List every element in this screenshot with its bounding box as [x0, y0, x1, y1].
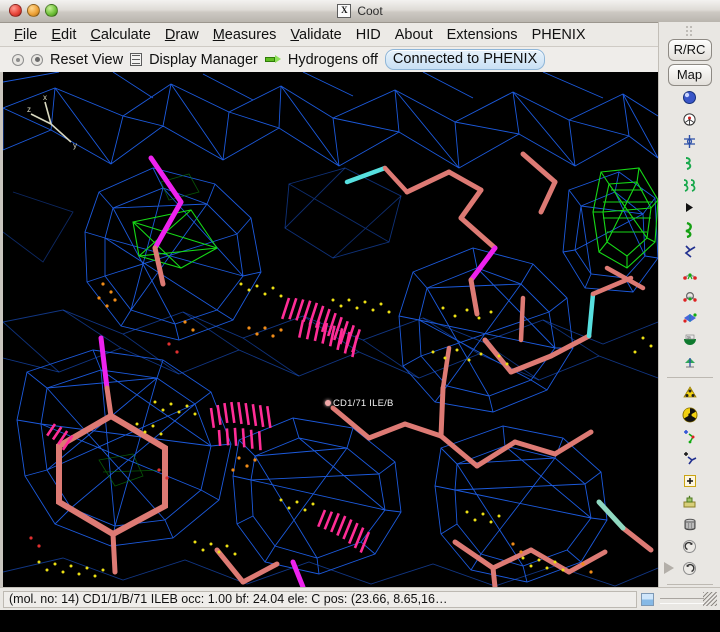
xyz-axes-indicator: z y x: [27, 93, 77, 150]
phenix-status-badge[interactable]: Connected to PHENIX: [384, 49, 546, 70]
single-residue-refine-icon[interactable]: [678, 154, 702, 174]
rotamer-radioactive-icon[interactable]: [678, 405, 702, 425]
main-toolbar: Reset View Display Manager Hydrogens off…: [0, 47, 720, 73]
menu-file[interactable]: File: [14, 26, 38, 43]
molecular-graphics-viewport[interactable]: z y x CD1/71 ILE/B: [3, 72, 658, 587]
hydrogens-toggle-button[interactable]: Hydrogens off: [287, 51, 378, 68]
menu-extensions[interactable]: Extensions: [446, 26, 518, 43]
display-manager-button[interactable]: Display Manager: [149, 51, 258, 68]
menu-hid[interactable]: HID: [355, 26, 381, 43]
hydrogen-toggle-icon[interactable]: [264, 54, 281, 65]
sidebar-icon-list: Sk: [659, 86, 720, 610]
toolbar-separator-2: [666, 583, 713, 585]
sphere-refine-icon[interactable]: [678, 88, 702, 108]
menu-phenix[interactable]: PHENIX: [531, 26, 586, 43]
symmetry-axis-icon[interactable]: [678, 132, 702, 152]
contact-dots: [29, 282, 653, 578]
maximize-button[interactable]: [45, 4, 58, 17]
radio-button-icon[interactable]: [12, 53, 24, 66]
pepflip-icon[interactable]: [678, 352, 702, 372]
undo-icon[interactable]: [678, 537, 702, 557]
add-terminal-residue-icon[interactable]: [678, 427, 702, 447]
difference-map-green-faint: [98, 173, 200, 487]
atom-label: CD1/71 ILE/B: [333, 398, 394, 409]
right-toolbar: R/RC Map: [658, 22, 720, 610]
protein-model-bonds: [56, 151, 654, 587]
mini-scroll-indicator[interactable]: [641, 592, 654, 606]
toolbar-separator: [666, 376, 713, 378]
resize-grip-icon[interactable]: [703, 592, 717, 606]
regularize-zone-icon[interactable]: [678, 286, 702, 306]
refine-rc-button[interactable]: R/RC: [667, 38, 712, 61]
title-bar: X Coot: [0, 0, 720, 23]
play-arrow-icon[interactable]: [664, 562, 674, 574]
map-button[interactable]: Map: [667, 63, 712, 86]
viewport-container: z y x CD1/71 ILE/B: [0, 72, 658, 587]
menu-about[interactable]: About: [394, 26, 433, 43]
window-controls: [9, 4, 58, 17]
minimize-button[interactable]: [27, 4, 40, 17]
mutate-icon[interactable]: [678, 493, 702, 513]
triangle-play-icon[interactable]: [678, 198, 702, 218]
menu-validate[interactable]: Validate: [290, 26, 342, 43]
close-button[interactable]: [9, 4, 22, 17]
status-bar: (mol. no: 14) CD1/1/B/71 ILEB occ: 1.00 …: [0, 587, 658, 610]
desktop-background: [0, 610, 720, 632]
radio-button-selected-icon[interactable]: [31, 53, 43, 66]
svg-text:y: y: [73, 141, 77, 150]
clash-marker-hashes: [46, 297, 371, 553]
drag-grip-icon[interactable]: [685, 25, 694, 36]
real-space-refine-icon[interactable]: [678, 264, 702, 284]
delete-icon[interactable]: [678, 515, 702, 535]
horizontal-slider[interactable]: [660, 598, 704, 604]
display-manager-icon[interactable]: [130, 53, 143, 66]
rigid-body-fit-icon[interactable]: [678, 220, 702, 240]
menu-bar: File Edit Calculate Draw Measures Valida…: [0, 23, 720, 47]
fix-atom-icon[interactable]: [678, 308, 702, 328]
menu-draw[interactable]: Draw: [164, 26, 199, 43]
add-water-icon[interactable]: [678, 471, 702, 491]
reset-view-button[interactable]: Reset View: [50, 51, 124, 68]
redo-icon[interactable]: [678, 559, 702, 579]
center-crosshair-icon[interactable]: [678, 110, 702, 130]
menu-measures[interactable]: Measures: [212, 26, 277, 43]
selected-atom-marker: [325, 400, 331, 406]
status-bar-field: (mol. no: 14) CD1/1/B/71 ILEB occ: 1.00 …: [3, 590, 637, 608]
map-sharpen-icon[interactable]: Sk: [678, 330, 702, 350]
page-title: Coot: [357, 4, 383, 18]
rotate-translate-icon[interactable]: [678, 242, 702, 262]
window-title-area: X Coot: [0, 0, 720, 22]
status-text: (mol. no: 14) CD1/1/B/71 ILEB occ: 1.00 …: [9, 592, 448, 606]
add-atom-icon[interactable]: [678, 449, 702, 469]
window-frame: X Coot File Edit Calculate Draw Measures…: [0, 0, 720, 610]
x11-window-icon: X: [337, 4, 352, 18]
svg-text:x: x: [43, 93, 47, 102]
rotamer-triangle-icon[interactable]: [678, 383, 702, 403]
density-and-model-canvas: z y x: [3, 72, 658, 587]
chain-refine-icon[interactable]: [678, 176, 702, 196]
svg-text:Sk: Sk: [687, 336, 691, 340]
menu-calculate[interactable]: Calculate: [90, 26, 151, 43]
menu-edit[interactable]: Edit: [51, 26, 77, 43]
svg-text:z: z: [27, 105, 31, 114]
